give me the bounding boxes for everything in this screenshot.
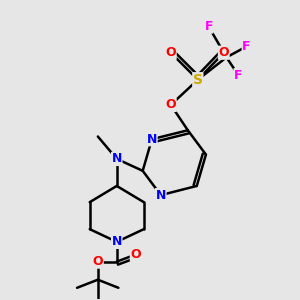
Text: O: O	[92, 255, 103, 268]
Text: F: F	[242, 40, 251, 53]
Text: O: O	[130, 248, 141, 261]
Text: N: N	[147, 133, 157, 146]
Text: F: F	[234, 69, 243, 82]
Text: N: N	[112, 152, 122, 165]
Text: O: O	[166, 98, 176, 111]
Text: O: O	[218, 46, 229, 59]
Text: O: O	[166, 46, 176, 59]
Text: N: N	[156, 189, 166, 202]
Text: S: S	[193, 73, 203, 87]
Text: F: F	[204, 20, 213, 33]
Text: N: N	[112, 236, 122, 248]
